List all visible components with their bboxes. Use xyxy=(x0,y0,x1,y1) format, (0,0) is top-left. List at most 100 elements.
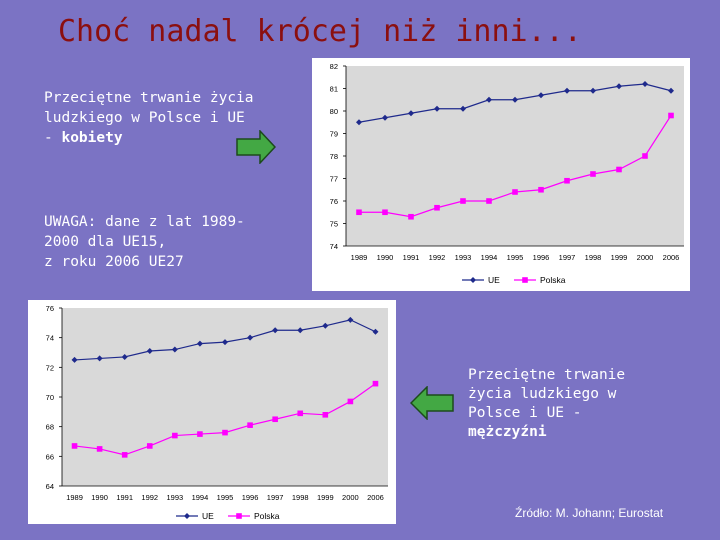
point-ue xyxy=(222,339,228,346)
legend-label-polska: Polska xyxy=(254,511,280,521)
x-tick-label: 1991 xyxy=(116,493,133,502)
x-tick-label: 1990 xyxy=(377,253,394,262)
point-polska xyxy=(538,186,544,193)
point-polska xyxy=(408,213,414,220)
plot-area xyxy=(62,308,388,486)
arrow-right-icon xyxy=(236,129,277,168)
y-tick-label: 64 xyxy=(46,482,54,491)
point-polska xyxy=(642,153,648,159)
point-polska xyxy=(322,412,329,418)
point-ue xyxy=(408,110,414,117)
point-ue xyxy=(460,105,466,112)
x-tick-label: 1997 xyxy=(267,493,284,502)
point-ue xyxy=(512,96,518,103)
point-polska xyxy=(434,204,440,211)
y-tick-label: 72 xyxy=(46,363,54,372)
y-tick-label: 77 xyxy=(330,175,338,184)
legend-label-ue: UE xyxy=(488,275,500,285)
point-polska xyxy=(512,189,518,195)
x-tick-label: 1992 xyxy=(429,253,446,262)
point-polska xyxy=(668,112,674,119)
y-tick-label: 75 xyxy=(330,220,338,229)
point-ue xyxy=(272,327,279,334)
x-tick-label: 1990 xyxy=(91,493,108,502)
point-polska xyxy=(356,209,362,216)
note-data-line1: UWAGA: dane z lat 1989- xyxy=(44,214,245,230)
x-tick-label: 1998 xyxy=(585,253,602,262)
note-men-bold: mężczyźni xyxy=(468,424,547,440)
point-ue xyxy=(121,353,128,360)
y-tick-label: 76 xyxy=(330,197,338,206)
note-men-line1: Przeciętne trwanie xyxy=(468,367,626,383)
note-men-line2: życia ludzkiego w xyxy=(468,386,617,402)
x-tick-label: 1989 xyxy=(351,253,368,262)
note-women: Przeciętne trwanie życia ludzkiego w Pol… xyxy=(44,88,254,148)
point-polska xyxy=(247,422,253,428)
x-tick-label: 2006 xyxy=(367,493,384,502)
point-polska xyxy=(460,198,466,204)
x-tick-label: 1994 xyxy=(481,253,498,262)
x-tick-label: 1995 xyxy=(217,493,234,502)
chart-men-panel: 64 66 68 70 72 74 76 1989 1990 1991 1992 1993 1994 19… xyxy=(28,300,396,524)
legend-marker-polska xyxy=(522,277,528,283)
point-polska xyxy=(616,166,622,173)
y-tick-label: 70 xyxy=(46,393,54,402)
legend-label-ue: UE xyxy=(202,511,214,521)
y-tick-label: 81 xyxy=(330,85,338,94)
note-women-line2: ludzkiego w Polsce i UE xyxy=(44,110,245,126)
y-tick-label: 78 xyxy=(330,152,338,161)
point-polska xyxy=(272,416,278,423)
point-ue xyxy=(538,92,544,99)
x-tick-label: 1993 xyxy=(167,493,184,502)
point-ue xyxy=(616,83,622,90)
point-ue xyxy=(146,348,153,355)
y-tick-label: 74 xyxy=(46,334,54,343)
point-ue xyxy=(196,340,203,347)
y-tick-label: 68 xyxy=(46,423,54,432)
point-ue xyxy=(642,81,648,87)
y-tick-label: 79 xyxy=(330,130,338,139)
point-ue xyxy=(486,96,492,103)
x-tick-label: 1989 xyxy=(66,493,83,502)
x-tick-label: 2000 xyxy=(342,493,359,502)
note-women-prefix: - xyxy=(44,130,62,146)
point-polska xyxy=(372,380,379,387)
x-tick-label: 1998 xyxy=(292,493,309,502)
chart-women-panel: 74 75 76 77 78 79 80 81 82 1989 1990 1991 1992 1993 19… xyxy=(312,58,690,291)
source-note: Źródło: M. Johann; Eurostat xyxy=(515,506,664,520)
point-ue xyxy=(71,356,78,363)
point-ue xyxy=(96,355,103,362)
note-women-bold: kobiety xyxy=(61,130,123,146)
x-tick-label: 1995 xyxy=(507,253,524,262)
x-tick-label: 2000 xyxy=(637,253,654,262)
arrow-left-icon xyxy=(409,385,454,424)
point-polska xyxy=(222,429,228,436)
x-tick-label: 1994 xyxy=(192,493,209,502)
x-tick-label: 1996 xyxy=(533,253,550,262)
point-polska xyxy=(96,446,103,452)
point-polska xyxy=(71,443,78,449)
x-tick-label: 1991 xyxy=(403,253,420,262)
y-tick-label: 74 xyxy=(330,242,338,251)
point-ue xyxy=(356,119,362,126)
chart-women: 74 75 76 77 78 79 80 81 82 1989 1990 1991 1992 1993 19… xyxy=(330,62,684,285)
point-polska xyxy=(146,443,153,449)
point-ue xyxy=(171,346,178,353)
point-ue xyxy=(247,334,254,341)
slide-title: Choć nadal krócej niż inni... xyxy=(58,14,582,49)
x-tick-label: 1993 xyxy=(455,253,472,262)
legend-marker-ue xyxy=(470,277,476,283)
legend-label-polska: Polska xyxy=(540,275,566,285)
plot-area xyxy=(346,66,684,246)
point-polska xyxy=(564,177,570,184)
point-ue xyxy=(668,87,674,94)
x-tick-label: 1999 xyxy=(317,493,334,502)
point-polska xyxy=(121,452,128,458)
point-polska xyxy=(347,398,354,405)
note-data: UWAGA: dane z lat 1989- 2000 dla UE15, z… xyxy=(44,212,245,272)
legend-marker-ue xyxy=(184,513,190,519)
point-ue xyxy=(322,322,329,329)
point-ue xyxy=(297,327,304,334)
y-tick-label: 80 xyxy=(330,107,338,116)
legend-marker-polska xyxy=(236,513,242,519)
